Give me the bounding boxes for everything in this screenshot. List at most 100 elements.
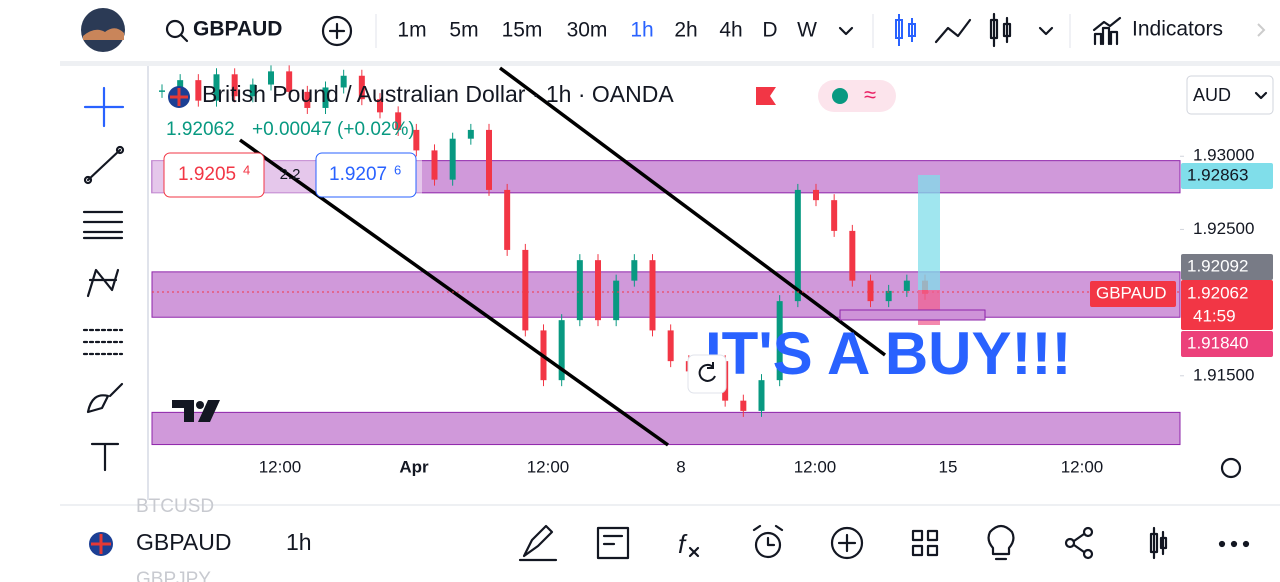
alert-button: [752, 524, 784, 547]
layout-button[interactable]: [911, 529, 939, 557]
settings-button[interactable]: [1220, 457, 1242, 479]
candle: [558, 320, 565, 381]
bottom-interval[interactable]: 1h: [286, 529, 312, 555]
last-price: 1.92062: [1187, 283, 1248, 302]
interval-button[interactable]: D: [762, 19, 777, 42]
ideas-button[interactable]: [987, 524, 1015, 561]
interval-button[interactable]: 4h: [719, 19, 742, 42]
tv-logo: [196, 401, 204, 409]
interval-button[interactable]: 2h: [674, 19, 697, 42]
symbol-search[interactable]: GBPAUD: [193, 18, 282, 41]
more-button[interactable]: [1218, 540, 1226, 548]
candle: [159, 90, 165, 92]
last-price: 1.92062: [166, 119, 235, 140]
compare-button[interactable]: [321, 15, 353, 47]
buy-button[interactable]: [315, 152, 417, 198]
candle: [522, 249, 529, 331]
avatar[interactable]: [81, 8, 125, 52]
candle: [395, 112, 402, 130]
symbol-label: GBPAUD: [1096, 283, 1167, 302]
share-button[interactable]: [1064, 537, 1076, 549]
flag-button[interactable]: [756, 87, 776, 105]
interval-button[interactable]: 1h: [630, 19, 653, 42]
legend: British Pound / Australian Dollar · 1h ·…: [163, 80, 896, 198]
interval-button[interactable]: 15m: [502, 19, 543, 42]
high-price: 1.92092: [1187, 256, 1248, 275]
candle: [467, 129, 474, 139]
candle: [304, 91, 311, 108]
candle: [903, 280, 910, 291]
add-button[interactable]: [830, 526, 864, 560]
avatar-art: [83, 28, 124, 40]
sell-price: 1.9205: [178, 164, 236, 185]
dropdown[interactable]: [1038, 26, 1054, 36]
sell-button[interactable]: [163, 152, 265, 198]
pattern-tool[interactable]: [86, 268, 120, 298]
flag-icon: [91, 534, 111, 554]
countdown: 41:59: [1193, 306, 1236, 325]
indicator-pill[interactable]: [818, 80, 896, 112]
x-tick-label: 8: [676, 457, 685, 476]
interval-button[interactable]: 1m: [397, 19, 426, 42]
search-icon: [179, 33, 189, 43]
candle: [486, 129, 492, 190]
alert-button[interactable]: [754, 531, 782, 559]
trend-line-tool[interactable]: [86, 148, 122, 182]
prediction-tool[interactable]: [82, 328, 124, 356]
candle: [413, 129, 420, 151]
bottom-separator: [60, 504, 1280, 506]
top-bar: GBPAUD 1m 5m 15m 30m 1h 2h 4h D W Indicators: [81, 8, 1266, 52]
candle: [740, 400, 747, 411]
candle: [358, 75, 365, 100]
bottom-symbol[interactable]: GBPAUD: [136, 529, 231, 555]
chart-type-button[interactable]: [1149, 526, 1168, 560]
fib-tool[interactable]: [82, 210, 124, 240]
candle: [667, 330, 674, 362]
share-button: [1082, 526, 1094, 538]
indicators-button[interactable]: Indicators: [1132, 18, 1223, 41]
candle: [195, 80, 202, 101]
stop-price-bg: [1181, 331, 1273, 357]
currency-select[interactable]: [1186, 75, 1274, 115]
interval-button[interactable]: 5m: [449, 19, 478, 42]
candle: [177, 80, 184, 91]
bars-icon[interactable]: [989, 12, 1012, 48]
search-icon[interactable]: [165, 19, 185, 39]
crosshair-tool[interactable]: [83, 86, 125, 128]
target-price: 1.92863: [1187, 165, 1248, 184]
text-tool[interactable]: [90, 442, 120, 472]
x-tick-label: 12:00: [527, 457, 570, 476]
spread: 2.2: [280, 166, 301, 183]
interval-button[interactable]: W: [797, 19, 817, 42]
add-button: [837, 533, 857, 553]
last-price-bg: [1181, 280, 1273, 330]
line-chart-icon[interactable]: [934, 18, 972, 44]
scroll-hint: [1257, 23, 1266, 37]
trend-line: [498, 66, 887, 357]
y-tick-label: 1.91500: [1193, 365, 1254, 384]
indicators-icon[interactable]: [1092, 16, 1122, 46]
draw-button[interactable]: [518, 524, 558, 562]
candles-icon[interactable]: [895, 14, 916, 46]
candle: [340, 75, 347, 88]
currency: AUD: [1193, 85, 1231, 105]
brush-tool[interactable]: [86, 382, 124, 414]
candle: [595, 260, 601, 321]
reset-icon: [698, 362, 716, 382]
notes-button[interactable]: [596, 526, 630, 560]
zone: [151, 411, 1181, 446]
candle: [867, 280, 874, 302]
y-tick-label: 1.92500: [1193, 219, 1254, 238]
dropdown[interactable]: [838, 26, 854, 36]
interval-button[interactable]: 30m: [567, 19, 608, 42]
previous-symbol: BTCUSD: [136, 496, 214, 517]
candle: [286, 71, 293, 92]
reset-button[interactable]: [687, 354, 727, 394]
sell-pip: 4: [243, 162, 250, 177]
candle: [631, 260, 638, 281]
candle: [377, 99, 383, 113]
formula-button[interactable]: f: [678, 529, 688, 559]
tv-logo: [172, 400, 220, 422]
candle: [322, 87, 329, 108]
more-button: [1242, 540, 1250, 548]
